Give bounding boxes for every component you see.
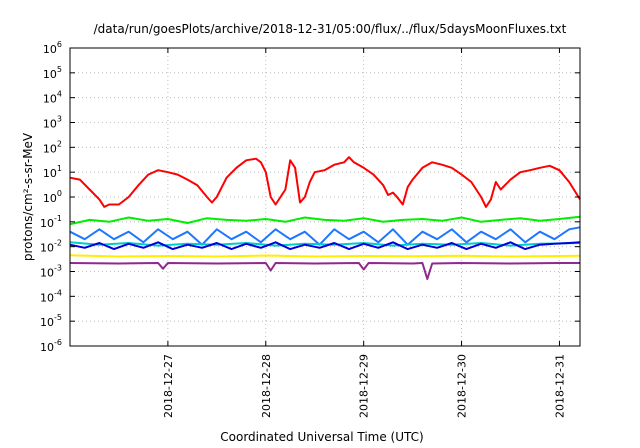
y-tick-base: 10 [40,341,54,354]
y-tick-label: 10-5 [40,313,62,329]
x-tick-label: 2018-12-27 [162,354,175,418]
y-tick-label: 10-3 [40,264,62,280]
y-axis-label: protons/cm²-s-sr-MeV [21,132,35,261]
y-tick-base: 10 [43,68,57,81]
y-tick-label: 10-1 [40,214,62,230]
y-tick-label: 100 [43,189,62,205]
y-tick-exponent: -1 [54,214,62,223]
y-tick-exponent: 3 [57,115,62,124]
y-tick-label: 102 [43,139,62,155]
y-tick-exponent: 5 [57,65,62,74]
grid-lines [70,48,580,346]
y-tick-exponent: 0 [57,189,62,198]
chart-title: /data/run/goesPlots/archive/2018-12-31/0… [94,22,567,36]
y-tick-exponent: -2 [54,239,62,248]
y-tick-exponent: 1 [57,164,62,173]
y-tick-base: 10 [43,192,57,205]
y-axis: 10-610-510-410-310-210-11001011021031041… [40,40,580,354]
y-tick-exponent: -6 [54,338,62,347]
y-tick-exponent: -3 [54,264,62,273]
y-tick-base: 10 [43,43,57,56]
x-tick-label: 2018-12-30 [456,354,469,418]
y-tick-base: 10 [40,217,54,230]
y-tick-label: 103 [43,115,62,131]
y-tick-base: 10 [40,316,54,329]
series-line-6 [69,254,581,258]
series-line-5 [69,241,581,251]
x-axis: 2018-12-27 2018-12-28 2018-12-29 2018-12-30… [162,48,566,418]
y-tick-label: 106 [43,40,62,56]
x-tick-label: 2018-12-28 [260,354,273,418]
y-tick-exponent: 2 [57,139,62,148]
y-tick-base: 10 [40,291,54,304]
series-lines [69,156,581,280]
y-tick-base: 10 [40,242,54,255]
y-tick-exponent: 4 [57,90,62,99]
series-line-7 [69,262,580,280]
y-tick-base: 10 [43,167,57,180]
y-tick-label: 10-6 [40,338,62,354]
y-tick-base: 10 [43,118,57,131]
y-tick-exponent: -5 [54,313,62,322]
y-tick-label: 105 [43,65,62,81]
y-tick-exponent: 6 [57,40,62,49]
series-line-2 [69,215,581,226]
y-tick-base: 10 [43,93,57,106]
x-axis-label: Coordinated Universal Time (UTC) [220,430,423,444]
y-tick-label: 101 [43,164,62,180]
series-line-3 [69,226,581,246]
y-tick-exponent: -4 [54,288,62,297]
y-tick-label: 104 [43,90,62,106]
y-tick-label: 10-4 [40,288,62,304]
series-line-1 [69,156,581,208]
y-tick-base: 10 [43,142,57,155]
x-tick-label: 2018-12-31 [553,354,566,418]
y-tick-label: 10-2 [40,239,62,255]
x-tick-label: 2018-12-29 [358,354,371,418]
y-tick-base: 10 [40,267,54,280]
